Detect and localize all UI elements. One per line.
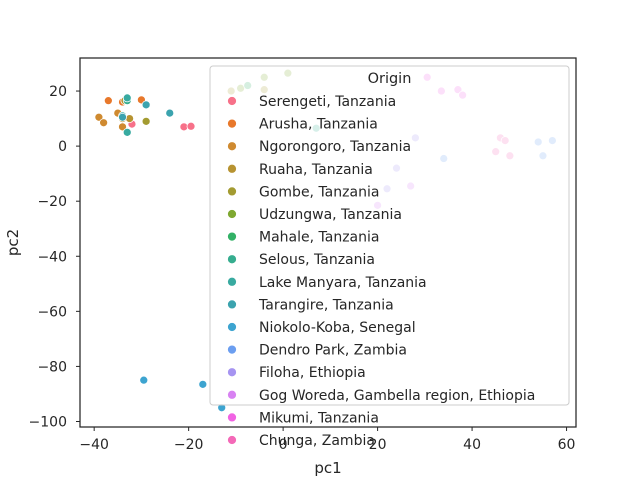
legend-label: Tarangire, Tanzania bbox=[258, 297, 394, 313]
y-axis-label: pc2 bbox=[4, 229, 22, 256]
legend-label: Chunga, Zambia bbox=[259, 433, 375, 449]
data-point bbox=[165, 108, 175, 118]
y-tick-label: −20 bbox=[37, 194, 67, 210]
x-tick-label: 20 bbox=[369, 437, 387, 453]
data-point bbox=[141, 116, 151, 126]
legend-marker bbox=[227, 299, 237, 310]
ticks-layer: −40 −20 0 20 40 60 20 0 −20 −40 −60 −80 −100 bbox=[29, 84, 576, 453]
legend-title: Origin bbox=[368, 71, 412, 87]
x-tick-label: 0 bbox=[279, 437, 288, 453]
legend-label: Arusha, Tanzania bbox=[259, 117, 378, 133]
y-tick-label: −80 bbox=[37, 359, 67, 375]
legend-label: Lake Manyara, Tanzania bbox=[259, 275, 427, 291]
legend-label: Mikumi, Tanzania bbox=[259, 410, 379, 426]
legend-marker bbox=[227, 118, 237, 129]
legend-marker bbox=[227, 96, 237, 106]
legend-label: Mahale, Tanzania bbox=[259, 230, 379, 246]
data-point bbox=[103, 96, 113, 106]
legend-marker bbox=[227, 209, 237, 219]
plot-frame bbox=[79, 57, 577, 428]
x-tick-label: −20 bbox=[174, 437, 204, 453]
legend-marker bbox=[227, 231, 237, 242]
legend-label: Gog Woreda, Gambella region, Ethiopia bbox=[259, 388, 535, 404]
legend-marker bbox=[227, 322, 237, 332]
legend-label: Ruaha, Tanzania bbox=[259, 162, 373, 178]
y-tick-label: 0 bbox=[58, 139, 67, 155]
y-tick-label: −40 bbox=[37, 249, 67, 265]
legend-marker bbox=[227, 254, 237, 265]
x-tick-label: 40 bbox=[463, 437, 481, 453]
legend-marker bbox=[227, 163, 237, 174]
legend-label: Niokolo-Koba, Senegal bbox=[259, 320, 416, 336]
legend: Origin Serengeti, Tanzania Arusha, Tanzan… bbox=[209, 65, 570, 449]
legend-marker bbox=[227, 186, 237, 197]
legend-label: Filoha, Ethiopia bbox=[259, 365, 366, 381]
legend-marker bbox=[227, 389, 237, 400]
legend-label: Ngorongoro, Tanzania bbox=[259, 139, 411, 155]
legend-marker bbox=[227, 435, 237, 445]
y-tick-label: −60 bbox=[37, 304, 67, 320]
x-tick-label: 60 bbox=[558, 437, 576, 453]
data-point bbox=[139, 375, 149, 385]
legend-label: Dendro Park, Zambia bbox=[259, 343, 407, 359]
legend-marker bbox=[227, 367, 237, 378]
legend-marker bbox=[227, 276, 237, 287]
data-point bbox=[94, 112, 104, 122]
data-point bbox=[122, 93, 132, 103]
data-point bbox=[122, 127, 132, 137]
legend-label: Selous, Tanzania bbox=[259, 252, 375, 268]
x-tick-label: −40 bbox=[79, 437, 109, 453]
data-point bbox=[141, 100, 151, 110]
legend-box bbox=[209, 65, 570, 406]
legend-label: Serengeti, Tanzania bbox=[259, 94, 396, 110]
data-point bbox=[198, 379, 208, 389]
legend-marker bbox=[227, 344, 237, 355]
x-axis-label: pc1 bbox=[314, 459, 341, 477]
data-point bbox=[99, 118, 108, 128]
y-tick-label: −100 bbox=[29, 414, 67, 430]
data-point bbox=[186, 121, 196, 131]
legend-label: Udzungwa, Tanzania bbox=[259, 207, 402, 223]
data-point bbox=[118, 112, 127, 122]
legend-marker bbox=[227, 412, 237, 423]
legend-items: Serengeti, Tanzania Arusha, Tanzania Ngoro… bbox=[227, 94, 535, 449]
y-tick-label: 20 bbox=[49, 84, 67, 100]
legend-label: Gombe, Tanzania bbox=[259, 184, 379, 200]
legend-marker bbox=[227, 141, 237, 152]
